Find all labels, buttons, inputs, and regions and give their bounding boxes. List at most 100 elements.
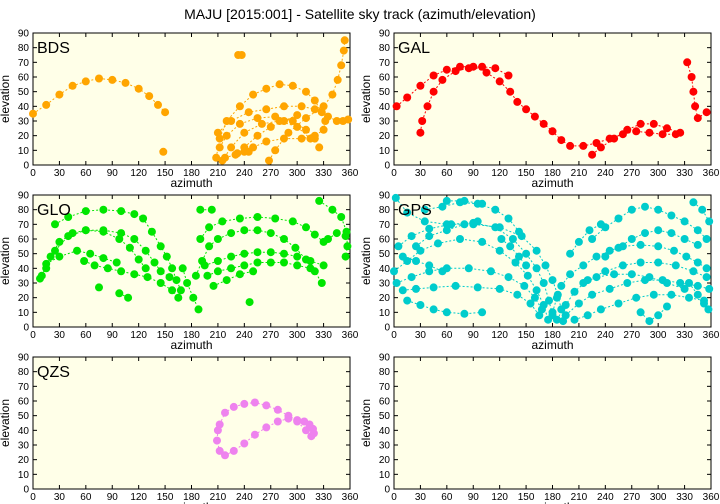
plot-area bbox=[32, 32, 351, 166]
data-point bbox=[425, 261, 434, 270]
data-point bbox=[117, 207, 126, 216]
data-point bbox=[221, 153, 229, 162]
data-point bbox=[438, 267, 447, 276]
data-point bbox=[324, 112, 332, 121]
y-tick-label: 60 bbox=[18, 73, 30, 84]
data-point bbox=[280, 258, 288, 267]
data-point bbox=[250, 398, 259, 407]
data-point bbox=[112, 258, 121, 267]
x-axis-label: azimuth bbox=[531, 500, 573, 504]
data-point bbox=[215, 143, 224, 152]
data-point bbox=[451, 67, 460, 76]
data-point bbox=[522, 249, 531, 258]
data-point bbox=[328, 90, 337, 99]
data-point bbox=[585, 226, 594, 235]
data-point bbox=[240, 128, 249, 137]
data-point bbox=[168, 264, 177, 273]
data-point bbox=[161, 108, 170, 117]
data-point bbox=[218, 217, 227, 226]
data-point bbox=[42, 100, 51, 109]
x-tick-label: 150 bbox=[518, 168, 535, 179]
panel-bds: 0 30 60 90 120 150 180 210 240 270 300 330 360010203… bbox=[0, 29, 359, 191]
x-tick-label: 180 bbox=[183, 168, 200, 179]
data-point bbox=[229, 446, 238, 455]
x-tick-label: 180 bbox=[544, 330, 561, 341]
data-point bbox=[627, 270, 636, 279]
data-point bbox=[253, 248, 262, 257]
data-point bbox=[134, 84, 143, 93]
data-point bbox=[235, 214, 244, 223]
y-tick-label: 0 bbox=[384, 323, 390, 334]
y-tick-label: 50 bbox=[18, 249, 30, 260]
data-point bbox=[231, 150, 240, 159]
y-tick-label: 20 bbox=[18, 293, 30, 304]
data-point bbox=[704, 305, 713, 314]
data-point bbox=[262, 84, 271, 93]
data-point bbox=[156, 242, 165, 251]
data-point bbox=[73, 246, 81, 255]
data-point bbox=[297, 102, 306, 111]
data-point bbox=[627, 205, 636, 214]
data-point bbox=[121, 78, 130, 87]
y-tick-label: 70 bbox=[379, 58, 391, 69]
data-point bbox=[667, 211, 676, 220]
data-point bbox=[392, 102, 401, 111]
x-tick-label: 0 bbox=[30, 492, 36, 503]
data-point bbox=[240, 399, 249, 408]
data-point bbox=[495, 246, 504, 255]
data-point bbox=[341, 252, 350, 261]
data-point bbox=[139, 214, 148, 223]
data-point bbox=[306, 257, 315, 265]
panel-label: GPS bbox=[398, 202, 432, 219]
x-tick-label: 30 bbox=[415, 330, 427, 341]
data-point bbox=[464, 64, 473, 73]
data-point bbox=[442, 226, 451, 235]
data-point bbox=[429, 283, 438, 292]
x-tick-label: 150 bbox=[518, 330, 535, 341]
x-tick-label: 90 bbox=[468, 168, 480, 179]
data-point bbox=[156, 279, 165, 287]
data-point bbox=[645, 273, 654, 282]
data-point bbox=[658, 130, 667, 139]
data-point bbox=[636, 240, 645, 249]
data-point bbox=[491, 205, 500, 214]
y-tick-label: 40 bbox=[379, 264, 391, 275]
data-point bbox=[614, 243, 623, 252]
x-tick-label: 0 bbox=[30, 330, 36, 341]
data-point bbox=[506, 242, 515, 251]
data-point bbox=[412, 284, 420, 293]
data-point bbox=[671, 261, 680, 270]
y-tick-label: 50 bbox=[18, 87, 30, 98]
data-point bbox=[227, 229, 236, 238]
data-point bbox=[693, 226, 702, 235]
data-point bbox=[250, 430, 259, 439]
data-point bbox=[293, 417, 302, 426]
data-point bbox=[601, 252, 610, 261]
x-tick-label: 30 bbox=[54, 492, 66, 503]
x-tick-label: 360 bbox=[703, 492, 720, 503]
data-point bbox=[291, 243, 300, 252]
x-tick-label: 210 bbox=[571, 168, 588, 179]
data-point bbox=[103, 264, 112, 273]
y-axis-label: elevation bbox=[0, 75, 12, 123]
data-point bbox=[702, 108, 711, 117]
data-point bbox=[667, 290, 676, 299]
y-tick-label: 0 bbox=[23, 161, 29, 172]
data-point bbox=[535, 311, 544, 320]
data-point bbox=[447, 220, 456, 229]
y-tick-label: 40 bbox=[18, 426, 30, 437]
data-point bbox=[570, 287, 579, 296]
data-point bbox=[165, 273, 174, 282]
data-point bbox=[495, 77, 504, 86]
y-tick-label: 40 bbox=[18, 102, 30, 113]
data-point bbox=[262, 401, 271, 410]
y-tick-label: 50 bbox=[379, 87, 391, 98]
data-point bbox=[306, 134, 315, 143]
data-point bbox=[541, 261, 550, 270]
x-tick-label: 270 bbox=[623, 168, 640, 179]
data-point bbox=[407, 232, 416, 241]
y-tick-label: 70 bbox=[18, 58, 30, 69]
data-point bbox=[266, 258, 275, 267]
data-point bbox=[693, 240, 702, 249]
data-point bbox=[557, 281, 566, 290]
